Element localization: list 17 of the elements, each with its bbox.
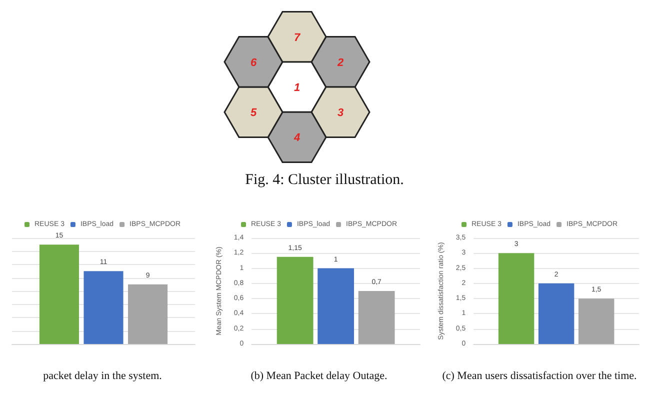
bar bbox=[578, 298, 614, 344]
bar bbox=[498, 253, 534, 344]
text: 5 bbox=[250, 107, 258, 120]
bar bbox=[538, 283, 574, 344]
text: 1 bbox=[294, 82, 300, 94]
bar bbox=[318, 268, 354, 344]
text: 4 bbox=[292, 132, 300, 144]
text: Fig. 4: Cluster illustration. bbox=[244, 172, 405, 189]
bar bbox=[358, 291, 395, 344]
text: 7 bbox=[294, 32, 301, 44]
text: 6 bbox=[250, 56, 258, 69]
text: 2 bbox=[336, 56, 344, 69]
bar bbox=[276, 256, 314, 344]
text: 3 bbox=[337, 107, 344, 120]
text: packet delay in the system. bbox=[42, 370, 163, 382]
text: (c) Mean users dissatisfaction over the time. bbox=[441, 370, 638, 382]
text: (b) Mean Packet delay Outage. bbox=[250, 370, 388, 382]
